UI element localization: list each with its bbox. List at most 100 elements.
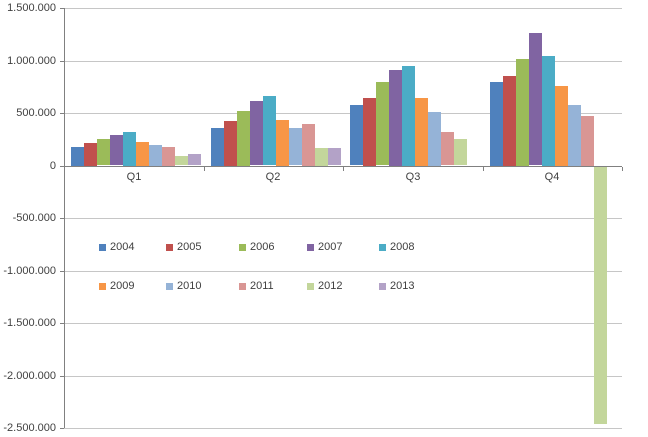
bar-2008-q1: [123, 132, 136, 166]
gridline: [64, 271, 622, 272]
bar-2004-q1: [71, 147, 84, 166]
bar-2005-q3: [363, 98, 376, 166]
bar-2006-q3: [376, 82, 389, 165]
bar-2006-q1: [97, 139, 110, 165]
bar-2009-q2: [276, 120, 289, 166]
bar-2012-q1: [175, 156, 188, 165]
bar-2013-q1: [188, 154, 201, 165]
bar-2004-q2: [211, 128, 224, 166]
legend-swatch-2012: [307, 283, 314, 290]
legend-item-2013: 2013: [379, 280, 414, 293]
y-axis-tick-label: 1.500.000: [7, 2, 56, 14]
gridline: [64, 323, 622, 324]
legend-label-2011: 2011: [250, 280, 274, 292]
y-axis-tick-label: 500.000: [16, 107, 56, 119]
legend-swatch-2011: [239, 283, 246, 290]
bar-2011-q1: [162, 147, 175, 166]
bar-2007-q2: [250, 101, 263, 165]
x-axis-tick: [622, 167, 623, 171]
gridline: [64, 428, 622, 429]
legend-swatch-2004: [99, 244, 106, 251]
bar-2006-q2: [237, 111, 250, 166]
legend-item-2007: 2007: [307, 241, 342, 254]
bar-2007-q4: [529, 33, 542, 165]
legend-label-2004: 2004: [110, 241, 135, 253]
bar-2008-q3: [402, 66, 415, 166]
y-axis-tick: [60, 218, 64, 219]
bar-2012-q2: [315, 148, 328, 166]
bar-2005-q2: [224, 121, 237, 166]
legend-label-2012: 2012: [318, 280, 343, 292]
legend-swatch-2008: [379, 244, 386, 251]
bar-2010-q3: [428, 112, 441, 166]
legend-label-2007: 2007: [318, 241, 343, 253]
y-axis-tick-label: -500.000: [12, 212, 56, 224]
bar-2011-q2: [302, 124, 315, 166]
bar-2009-q1: [136, 142, 149, 166]
x-axis-line: [64, 166, 622, 167]
bar-2012-q4: [594, 167, 607, 424]
y-axis-tick: [60, 376, 64, 377]
gridline: [64, 8, 622, 9]
y-axis-tick: [60, 8, 64, 9]
bar-2011-q3: [441, 132, 454, 165]
bar-2005-q4: [503, 76, 516, 166]
y-axis-tick: [60, 271, 64, 272]
gridline: [64, 61, 622, 62]
gridline: [64, 218, 622, 219]
x-axis-category-label: Q3: [405, 171, 421, 183]
y-axis-tick-label: -1.500.000: [3, 317, 56, 329]
bar-2006-q4: [516, 59, 529, 166]
x-axis-tick: [64, 167, 65, 171]
y-axis-tick: [60, 113, 64, 114]
y-axis-tick-label: -2.500.000: [3, 422, 56, 434]
bar-2007-q1: [110, 135, 123, 165]
legend-label-2009: 2009: [110, 280, 135, 292]
y-axis-tick-label: 1.000.000: [7, 55, 56, 67]
x-axis-tick: [204, 167, 205, 171]
y-axis-tick: [60, 166, 64, 167]
legend-label-2008: 2008: [390, 241, 415, 253]
y-axis-tick-label: 0: [49, 160, 56, 172]
bar-2008-q4: [542, 56, 555, 166]
bar-2013-q2: [328, 148, 341, 165]
legend-item-2009: 2009: [99, 280, 134, 293]
bar-2012-q3: [454, 139, 467, 165]
x-axis-category-label: Q2: [265, 171, 281, 183]
bar-2005-q1: [84, 143, 97, 166]
y-axis-tick: [60, 428, 64, 429]
legend-swatch-2010: [166, 283, 173, 290]
bar-2009-q4: [555, 86, 568, 166]
y-axis-tick: [60, 61, 64, 62]
legend-swatch-2009: [99, 283, 106, 290]
legend-item-2012: 2012: [307, 280, 342, 293]
legend-item-2008: 2008: [379, 241, 414, 254]
bar-2010-q2: [289, 128, 302, 165]
x-axis-category-label: Q4: [544, 171, 560, 183]
bar-2004-q3: [350, 105, 363, 165]
legend-swatch-2006: [239, 244, 246, 251]
y-axis-line: [64, 8, 65, 428]
legend-label-2005: 2005: [177, 241, 202, 253]
x-axis-tick: [343, 167, 344, 171]
y-axis-tick: [60, 323, 64, 324]
legend-swatch-2013: [379, 283, 386, 290]
bar-2009-q3: [415, 98, 428, 166]
y-axis-tick-label: -1.000.000: [3, 265, 56, 277]
legend-label-2006: 2006: [250, 241, 275, 253]
legend-label-2010: 2010: [177, 280, 202, 292]
bar-2004-q4: [490, 82, 503, 166]
legend-swatch-2007: [307, 244, 314, 251]
x-axis-category-label: Q1: [126, 171, 142, 183]
legend-item-2005: 2005: [166, 241, 201, 254]
gridline: [64, 113, 622, 114]
bar-2011-q4: [581, 116, 594, 166]
legend-item-2006: 2006: [239, 241, 274, 254]
legend-item-2011: 2011: [239, 280, 274, 293]
x-axis-tick: [483, 167, 484, 171]
legend-label-2013: 2013: [390, 280, 415, 292]
y-axis-tick-label: -2.000.000: [3, 370, 56, 382]
bar-2008-q2: [263, 96, 276, 165]
bar-2010-q4: [568, 105, 581, 166]
